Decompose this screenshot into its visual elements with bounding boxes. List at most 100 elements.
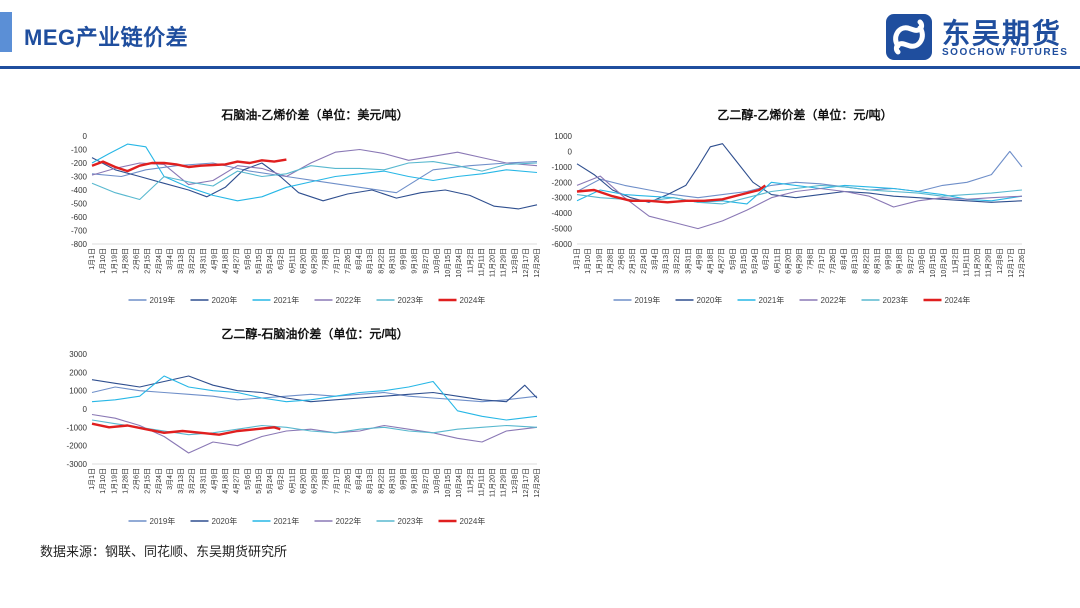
chart-title-meg-naphtha: 乙二醇-石脑油价差（单位：元/吨） [221, 327, 409, 341]
x-tick-label: 8月13日 [366, 468, 374, 494]
legend-label: 2024年 [460, 516, 486, 526]
series-line-2022年 [576, 175, 1023, 230]
series-line-2024年 [576, 184, 767, 204]
x-tick-label: 6月11日 [288, 468, 296, 493]
x-tick-label: 12月26日 [533, 248, 541, 278]
x-tick-label: 12月8日 [511, 248, 519, 274]
x-tick-label: 8月4日 [840, 248, 848, 270]
x-tick-label: 5月15日 [740, 248, 748, 274]
x-tick-label: 1月1日 [88, 468, 96, 490]
x-tick-label: 2月24日 [155, 248, 163, 274]
x-tick-label: 9月9日 [400, 468, 408, 490]
series-line-2020年 [91, 375, 538, 403]
x-tick-label: 4月9日 [210, 468, 218, 490]
x-tick-label: 11月20日 [974, 248, 982, 277]
x-tick-label: 10月6日 [433, 248, 441, 274]
x-tick-label: 11月20日 [489, 248, 497, 277]
x-tick-label: 9月27日 [422, 248, 430, 274]
legend-label: 2019年 [150, 516, 176, 526]
series-line-2022年 [91, 148, 538, 186]
x-tick-label: 2月6日 [618, 248, 626, 270]
legend-label: 2020年 [697, 295, 723, 305]
x-tick-label: 3月13日 [177, 248, 185, 274]
legend-label: 2020年 [212, 516, 238, 526]
x-tick-label: 9月27日 [907, 248, 915, 274]
series-line-2023年 [91, 419, 538, 436]
legend-label: 2021年 [274, 295, 300, 305]
page-title: MEG产业链价差 [24, 25, 189, 50]
chart-title-meg-ethylene: 乙二醇-乙烯价差（单位：元/吨） [717, 108, 893, 122]
x-tick-label: 9月18日 [411, 248, 419, 274]
x-tick-label: 1月28日 [606, 248, 614, 274]
y-tick-label: 0 [83, 405, 88, 414]
x-tick-label: 2月24日 [640, 248, 648, 274]
x-tick-label: 6月11日 [773, 248, 781, 273]
y-tick-label: -5000 [552, 225, 573, 234]
y-tick-label: 1000 [554, 132, 572, 141]
x-tick-label: 6月29日 [311, 468, 319, 494]
x-tick-label: 12月8日 [996, 248, 1004, 274]
y-tick-label: -300 [71, 173, 88, 182]
x-tick-label: 6月29日 [796, 248, 804, 274]
legend-label: 2021年 [759, 295, 785, 305]
x-tick-label: 4月27日 [718, 248, 726, 274]
x-tick-label: 7月8日 [322, 468, 330, 490]
x-tick-label: 4月18日 [222, 468, 230, 494]
x-tick-label: 11月11日 [477, 468, 485, 497]
legend-label: 2023年 [883, 295, 909, 305]
x-tick-label: 6月29日 [311, 248, 319, 274]
x-tick-label: 7月26日 [829, 248, 837, 274]
y-tick-label: -2000 [67, 442, 88, 451]
x-tick-label: 11月11日 [962, 248, 970, 277]
x-tick-label: 8月31日 [388, 248, 396, 274]
x-tick-label: 6月2日 [277, 248, 285, 270]
y-tick-label: 1000 [69, 387, 87, 396]
x-tick-label: 11月2日 [951, 248, 959, 273]
x-tick-label: 1月19日 [595, 248, 603, 274]
x-tick-label: 9月18日 [896, 248, 904, 274]
x-tick-label: 9月9日 [885, 248, 893, 270]
x-tick-label: 11月29日 [500, 468, 508, 497]
x-tick-label: 12月26日 [533, 468, 541, 498]
x-tick-label: 3月4日 [166, 468, 174, 490]
y-tick-label: -700 [71, 227, 88, 236]
x-tick-label: 6月2日 [762, 248, 770, 270]
x-tick-label: 3月13日 [177, 468, 185, 494]
x-tick-label: 1月1日 [573, 248, 581, 270]
x-tick-label: 3月31日 [199, 468, 207, 494]
x-tick-label: 7月8日 [322, 248, 330, 270]
y-tick-label: -100 [71, 146, 88, 155]
y-tick-label: -1000 [552, 163, 573, 172]
x-tick-label: 3月4日 [651, 248, 659, 270]
x-tick-label: 1月19日 [110, 468, 118, 494]
legend-label: 2019年 [635, 295, 661, 305]
y-tick-label: -500 [71, 200, 88, 209]
chart-title-naphtha-ethylene: 石脑油-乙烯价差（单位：美元/吨） [221, 108, 409, 122]
series-line-2019年 [91, 161, 538, 194]
x-tick-label: 4月9日 [210, 248, 218, 270]
x-tick-label: 1月10日 [99, 248, 107, 274]
x-tick-label: 5月6日 [244, 468, 252, 490]
legend-label: 2020年 [212, 295, 238, 305]
x-tick-label: 7月26日 [344, 248, 352, 274]
x-tick-label: 6月20日 [299, 468, 307, 494]
x-tick-label: 1月19日 [110, 248, 118, 274]
y-tick-label: -3000 [67, 460, 88, 469]
y-tick-label: 3000 [69, 350, 87, 359]
y-tick-label: -600 [71, 213, 88, 222]
x-tick-label: 2月6日 [133, 468, 141, 490]
legend-label: 2022年 [336, 295, 362, 305]
x-tick-label: 1月28日 [121, 248, 129, 274]
x-tick-label: 10月24日 [455, 248, 463, 278]
x-tick-label: 5月24日 [266, 248, 274, 274]
legend-label: 2021年 [274, 516, 300, 526]
x-tick-label: 7月26日 [344, 468, 352, 494]
header-accent-bar [0, 12, 12, 52]
x-tick-label: 2月15日 [629, 248, 637, 274]
x-tick-label: 12月17日 [1007, 248, 1015, 278]
x-tick-label: 10月6日 [918, 248, 926, 274]
x-tick-label: 1月1日 [88, 248, 96, 270]
